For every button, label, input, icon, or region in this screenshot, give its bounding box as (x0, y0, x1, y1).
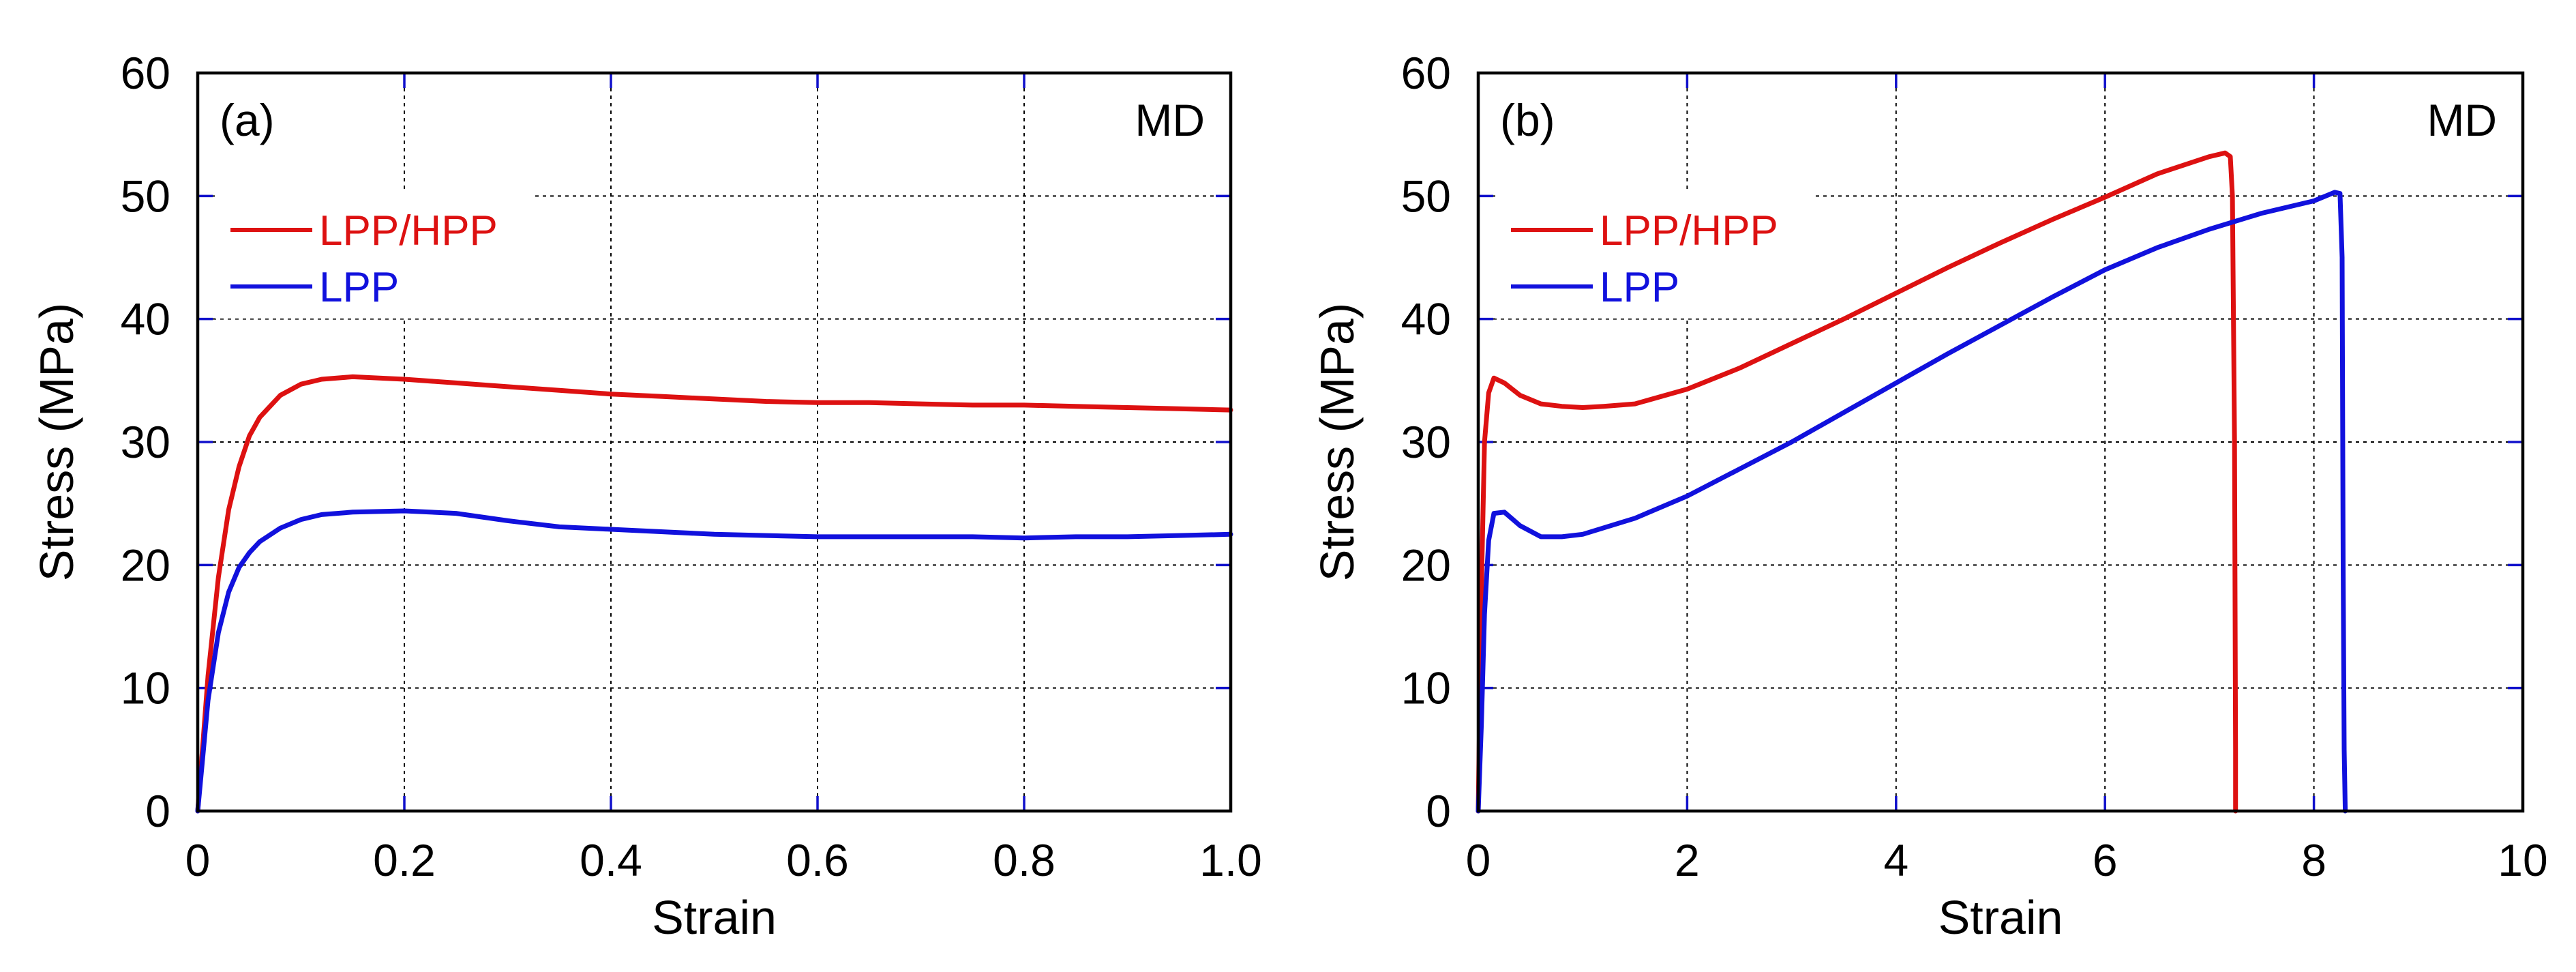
legend-label-lpp-hpp: LPP/HPP (1600, 207, 1778, 254)
series-line-lpp (1476, 190, 2348, 814)
y-axis-label: Stress (MPa) (30, 303, 83, 581)
x-tick-label: 4 (1883, 835, 1908, 885)
series-line-lpp-hpp (195, 374, 1233, 814)
legend-label-lpp: LPP (1600, 264, 1679, 311)
x-tick-label: 0.4 (580, 835, 642, 885)
direction-label: MD (1135, 95, 1205, 145)
y-tick-label: 10 (1401, 663, 1451, 713)
x-tick-label: 0.2 (373, 835, 436, 885)
plot-frame (196, 71, 1233, 813)
legend-label-lpp-hpp: LPP/HPP (319, 207, 498, 254)
panel-label: (a) (220, 95, 275, 145)
series-line-lpp-hpp (1476, 150, 2238, 814)
y-tick-label: 60 (121, 48, 170, 98)
plot-frame (1476, 71, 2525, 813)
chart-panel-a: 0 0.2 0.4 0.6 0.8 1.0 0 10 20 30 40 50 60 (a) MD Str… (30, 48, 1262, 944)
legend: LPP/HPP LPP (215, 189, 535, 319)
x-tick-label: 6 (2093, 835, 2118, 885)
x-tick-label: 2 (1675, 835, 1700, 885)
x-tick-label: 1.0 (1199, 835, 1262, 885)
x-tick-label: 0 (1466, 835, 1491, 885)
x-tick-label: 10 (2498, 835, 2547, 885)
y-tick-label: 10 (121, 663, 170, 713)
y-axis-label: Stress (MPa) (1311, 303, 1364, 581)
x-axis-label: Strain (652, 891, 777, 944)
legend-background (1495, 189, 1816, 319)
y-tick-label: 50 (1401, 171, 1451, 221)
x-axis-label: Strain (1938, 891, 2063, 944)
legend: LPP/HPP LPP (1495, 189, 1816, 319)
panel-label: (b) (1500, 95, 1555, 145)
y-tick-label: 40 (121, 294, 170, 344)
chart-panel-b: 0 2 4 6 8 10 0 10 20 30 40 50 60 (b) MD Strain Stres… (1311, 48, 2548, 944)
y-tick-label: 30 (121, 417, 170, 467)
y-tick-label: 0 (1426, 786, 1451, 836)
y-tick-label: 60 (1401, 48, 1451, 98)
y-tick-label: 40 (1401, 294, 1451, 344)
x-tick-label: 0.8 (993, 835, 1055, 885)
legend-background (215, 189, 535, 319)
x-tick-label: 0 (185, 835, 211, 885)
y-tick-label: 30 (1401, 417, 1451, 467)
series-line-lpp (195, 508, 1233, 814)
y-tick-label: 0 (145, 786, 170, 836)
x-tick-label: 8 (2301, 835, 2326, 885)
x-tick-label: 0.6 (786, 835, 849, 885)
legend-label-lpp: LPP (319, 264, 399, 311)
direction-label: MD (2427, 95, 2497, 145)
y-tick-label: 20 (121, 540, 170, 590)
y-tick-label: 50 (121, 171, 170, 221)
y-tick-label: 20 (1401, 540, 1451, 590)
